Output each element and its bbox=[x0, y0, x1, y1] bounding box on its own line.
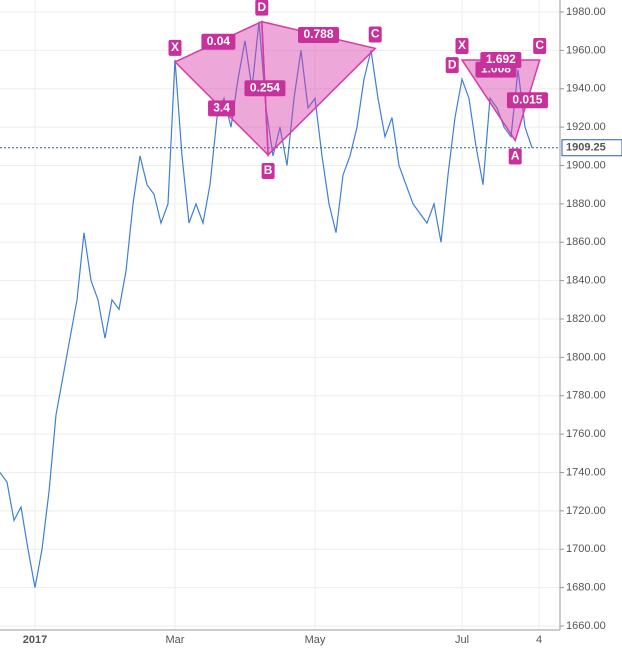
pattern-ratio-label-box bbox=[480, 51, 522, 68]
pattern-ratio-label-box bbox=[506, 92, 548, 109]
pattern-ratio-label-text: 3.4 bbox=[213, 101, 230, 115]
pattern-ratio-label-text: 0.254 bbox=[250, 80, 280, 94]
pattern-ratio-label-text: 0.788 bbox=[303, 27, 333, 41]
y-tick-label: 1700.00 bbox=[566, 543, 606, 555]
x-tick-label: May bbox=[305, 634, 326, 646]
pattern-point-label-text: D bbox=[257, 0, 266, 14]
pattern-point-label-text: B bbox=[264, 163, 273, 177]
x-tick-label: 2017 bbox=[23, 634, 47, 646]
pattern-point-label-box bbox=[445, 57, 459, 74]
pattern-point-label-text: A bbox=[511, 149, 520, 163]
pattern-ratio-label-box bbox=[201, 33, 236, 50]
pattern-point-label: D bbox=[445, 57, 459, 74]
pattern-point-label-text: D bbox=[448, 57, 457, 71]
pattern-ratio-label-text: 0.04 bbox=[207, 34, 231, 48]
y-tick-label: 1980.00 bbox=[566, 6, 606, 18]
pattern-point-label: D bbox=[255, 0, 269, 16]
pattern-ratio-label: 0.04 bbox=[201, 33, 236, 50]
pattern-ratio-label-box bbox=[298, 27, 339, 44]
pattern-point-label-box bbox=[368, 26, 382, 43]
pattern-point-label-box bbox=[261, 162, 275, 179]
pattern-point-label: C bbox=[533, 37, 547, 54]
pattern-point-label-text: C bbox=[371, 27, 380, 41]
y-tick-label: 1720.00 bbox=[566, 505, 606, 517]
last-price-box bbox=[561, 139, 622, 157]
y-tick-label: 1660.00 bbox=[566, 620, 606, 632]
y-tick-label: 1960.00 bbox=[566, 44, 606, 56]
y-tick-label: 1800.00 bbox=[566, 351, 606, 363]
pattern-point-label-box bbox=[168, 39, 182, 56]
x-tick-label: 4 bbox=[536, 634, 542, 646]
pattern-point-label: A bbox=[508, 148, 522, 165]
pattern-point-label-box bbox=[255, 0, 269, 16]
y-tick-label: 1920.00 bbox=[566, 121, 606, 133]
pattern-point-label-box bbox=[508, 148, 522, 165]
pattern: X D B C 0.04 3.4 0.254 0.788 bbox=[168, 0, 382, 179]
pattern-point-label-text: X bbox=[458, 38, 466, 52]
y-tick-label: 1760.00 bbox=[566, 428, 606, 440]
pattern-point-label-box bbox=[455, 37, 469, 54]
y-tick-label: 1860.00 bbox=[566, 236, 606, 248]
pattern-point-label: C bbox=[368, 26, 382, 43]
pattern-ratio-label: 0.788 bbox=[298, 27, 339, 44]
x-tick-label: Mar bbox=[166, 634, 185, 646]
pattern-ratio-label-box bbox=[244, 80, 286, 97]
y-tick-label: 1880.00 bbox=[566, 198, 606, 210]
y-tick-label: 1680.00 bbox=[566, 582, 606, 594]
x-tick-label: Jul bbox=[455, 634, 469, 646]
pattern-point-label-box bbox=[533, 37, 547, 54]
pattern-point-label: X bbox=[168, 39, 182, 56]
y-tick-label: 1940.00 bbox=[566, 83, 606, 95]
y-tick-label: 1780.00 bbox=[566, 390, 606, 402]
pattern-point-label-text: C bbox=[535, 38, 544, 52]
pattern-ratio-label: 3.4 bbox=[208, 100, 236, 117]
y-tick-label: 1840.00 bbox=[566, 275, 606, 287]
pattern-ratio-label: 0.015 bbox=[506, 92, 548, 109]
pattern-ratio-label: 1.692 bbox=[480, 51, 522, 68]
y-tick-label: 1820.00 bbox=[566, 313, 606, 325]
last-price-label: 1909.25 bbox=[566, 142, 606, 154]
pattern-point-label: X bbox=[455, 37, 469, 54]
pattern-ratio-label: 0.254 bbox=[244, 80, 286, 97]
pattern-point-label: B bbox=[261, 162, 275, 179]
pattern-ratio-label-box bbox=[208, 100, 236, 117]
y-tick-label: 1900.00 bbox=[566, 159, 606, 171]
pattern-point-label-text: X bbox=[171, 40, 179, 54]
pattern-ratio-label-text: 0.015 bbox=[512, 92, 542, 106]
pattern-ratio-label-text: 1.692 bbox=[486, 52, 516, 66]
y-tick-label: 1740.00 bbox=[566, 466, 606, 478]
